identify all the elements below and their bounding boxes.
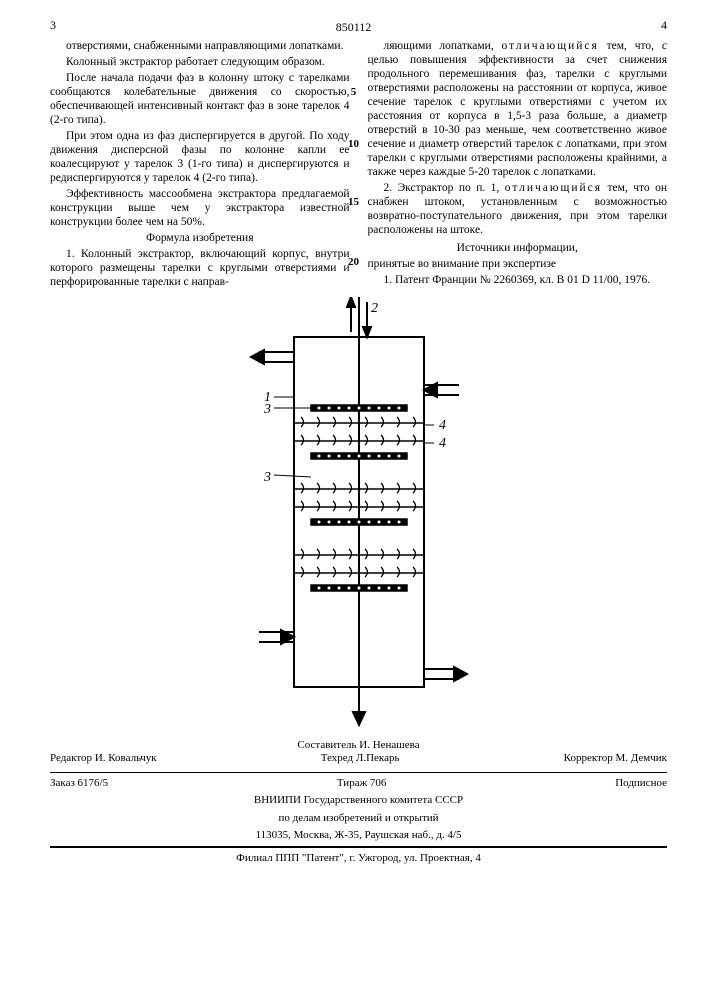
org-line2: по делам изобретений и открытий	[50, 812, 667, 825]
compiler-name: И. Ненашева	[359, 739, 419, 751]
para: Эффективность массообмена экстрактора пр…	[50, 187, 350, 229]
patent-number: 850112	[336, 20, 372, 35]
svg-text:4: 4	[439, 436, 446, 451]
line-number-20: 20	[344, 256, 364, 269]
formula-title: Формула изобретения	[50, 231, 350, 245]
podpisnoe: Подписное	[615, 777, 667, 790]
extractor-diagram: 2 1 3 3 4 4	[239, 297, 479, 727]
org-line1: ВНИИПИ Государственного комитета СССР	[50, 794, 667, 807]
sources-sub: принятые во внимание при экспертизе	[368, 257, 668, 271]
text-columns: отверстиями, снабженными направляющими л…	[50, 39, 667, 291]
line-number-10: 10	[344, 138, 364, 151]
footer: Составитель И. Ненашева Редактор И. Кова…	[50, 739, 667, 866]
para: После начала подачи фаз в колонну штоку …	[50, 71, 350, 127]
tirazh: Тираж 706	[337, 777, 387, 790]
compiler-label: Составитель	[297, 739, 356, 751]
para: ляющими лопатками, отличающийся тем, что…	[368, 39, 668, 179]
corrector-label: Корректор	[564, 752, 613, 764]
source-item: 1. Патент Франции № 2260369, кл. В 01 D …	[368, 273, 668, 287]
para: 2. Экстрактор по п. 1, отличающийся тем,…	[368, 181, 668, 237]
page-num-right: 4	[661, 18, 667, 33]
sources-title: Источники информации,	[368, 241, 668, 255]
para: отверстиями, снабженными направляющими л…	[50, 39, 350, 53]
left-column: отверстиями, снабженными направляющими л…	[50, 39, 350, 291]
filial: Филиал ППП "Патент", г. Ужгород, ул. Про…	[50, 852, 667, 865]
page-num-left: 3	[50, 18, 56, 33]
techred-label: Техред	[321, 752, 353, 764]
corrector-name: М. Демчик	[615, 752, 667, 764]
para: Колонный экстрактор работает следующим о…	[50, 55, 350, 69]
right-column: ляющими лопатками, отличающийся тем, что…	[368, 39, 668, 291]
svg-text:2: 2	[371, 301, 378, 316]
svg-text:3: 3	[263, 402, 271, 417]
org-addr: 113035, Москва, Ж-35, Раушская наб., д. …	[50, 829, 667, 842]
line-number-15: 15	[344, 196, 364, 209]
editor-name: И. Ковальчук	[95, 752, 157, 764]
svg-text:4: 4	[439, 418, 446, 433]
editor-label: Редактор	[50, 752, 92, 764]
para: 1. Колонный экстрактор, включающий корпу…	[50, 247, 350, 289]
order-no: Заказ 6176/5	[50, 777, 108, 790]
svg-text:3: 3	[263, 470, 271, 485]
line-number-5: 5	[344, 86, 364, 99]
figure: 2 1 3 3 4 4	[50, 297, 667, 731]
para: При этом одна из фаз диспергируется в др…	[50, 129, 350, 185]
techred-name: Л.Пекарь	[356, 752, 400, 764]
